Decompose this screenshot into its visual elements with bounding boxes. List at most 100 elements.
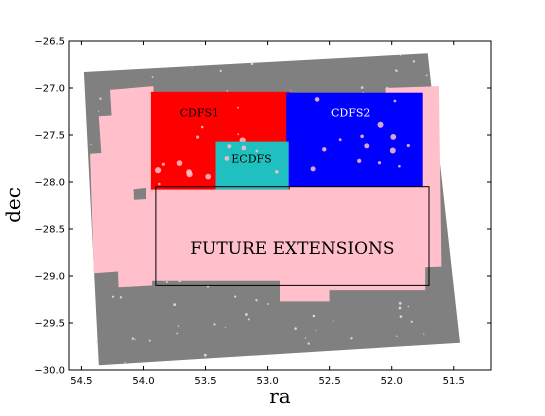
footprint-hole — [119, 296, 123, 299]
footprint-hole — [315, 330, 317, 331]
footprint-hole — [290, 89, 292, 91]
region-hole — [377, 161, 382, 165]
x-tick-label: 54.5 — [70, 376, 92, 387]
footprint-hole — [131, 337, 135, 340]
footprint-hole — [423, 333, 425, 335]
region-hole — [155, 167, 162, 174]
y-axis-label: dec — [1, 187, 25, 223]
extension-tile — [114, 198, 153, 288]
footprint-hole — [304, 337, 307, 339]
footprint-hole — [294, 327, 297, 330]
y-tick-label: −28.5 — [34, 225, 65, 236]
footprint-hole — [165, 281, 168, 283]
footprint-hole — [226, 90, 229, 92]
footprint-hole — [151, 76, 154, 78]
y-tick-label: −26.5 — [34, 37, 65, 48]
footprint-hole — [124, 362, 126, 364]
y-tick-label: −29.5 — [34, 319, 65, 330]
footprint-hole — [234, 295, 237, 298]
x-tick-label: 54.0 — [132, 376, 154, 387]
footprint-hole — [410, 320, 413, 323]
y-tick-label: −27.0 — [34, 84, 65, 95]
footprint-hole — [360, 86, 364, 89]
region-hole — [322, 147, 327, 152]
region-hole — [360, 134, 364, 139]
footprint-hole — [98, 110, 100, 112]
footprint-hole — [173, 303, 177, 306]
region-hole — [393, 99, 397, 103]
footprint-hole — [398, 306, 402, 310]
x-tick-label: 52.0 — [381, 376, 403, 387]
region-hole — [240, 160, 244, 163]
region-hole — [255, 149, 259, 153]
region-hole — [161, 162, 165, 166]
region-hole — [200, 125, 204, 129]
footprint-hole — [407, 305, 410, 308]
data-layer — [83, 53, 461, 366]
footprint-hole — [176, 332, 179, 335]
region-label-cdfs1: CDFS1 — [180, 106, 219, 119]
footprint-hole — [396, 335, 398, 337]
y-tick-label: −28.0 — [34, 178, 65, 189]
footprint-hole — [245, 313, 248, 316]
footprint-hole — [350, 337, 353, 340]
region-hole — [364, 143, 370, 149]
footprint-hole — [134, 338, 136, 341]
y-tick-label: −27.5 — [34, 131, 65, 142]
region-hole — [176, 160, 183, 166]
footprint-hole — [332, 320, 334, 322]
x-tick-label: 51.5 — [443, 376, 465, 387]
region-hole — [314, 97, 320, 102]
footprint-hole — [177, 325, 180, 327]
footprint-hole — [90, 144, 92, 146]
region-hole — [158, 182, 161, 186]
region-hole — [406, 143, 410, 148]
footprint-hole — [96, 341, 98, 343]
footprint-hole — [250, 62, 254, 65]
region-hole — [389, 147, 396, 154]
region-hole — [398, 164, 401, 168]
y-tick-label: −29.0 — [34, 272, 65, 283]
x-tick-label: 53.5 — [194, 376, 216, 387]
region-hole — [275, 170, 279, 174]
footprint-hole — [224, 326, 226, 328]
future-extensions-box — [155, 186, 430, 286]
footprint-hole — [219, 69, 222, 72]
footprint-hole — [247, 318, 250, 321]
footprint-hole — [191, 66, 193, 68]
x-tick-label: 53.0 — [256, 376, 278, 387]
region-hole — [186, 171, 193, 178]
region-hole — [390, 134, 397, 140]
region-hole — [227, 144, 232, 149]
footprint-hole — [399, 54, 402, 56]
region-hole — [310, 166, 316, 172]
footprint-hole — [203, 353, 207, 357]
extension-tile — [146, 186, 290, 281]
region-hole — [237, 133, 240, 136]
region-hole — [196, 135, 200, 139]
footprint-hole — [99, 97, 102, 100]
footprint-hole — [394, 69, 398, 72]
region-label-cdfs2: CDFS2 — [331, 106, 370, 119]
footprint-hole — [398, 301, 402, 305]
footprint-hole — [111, 295, 115, 298]
region-hole — [241, 145, 247, 151]
y-tick-label: −30.0 — [34, 366, 65, 377]
x-tick-label: 52.5 — [318, 376, 340, 387]
footprint-hole — [213, 323, 216, 326]
footprint-hole — [412, 60, 416, 63]
extension-tile — [280, 200, 330, 302]
region-ecdfs — [215, 141, 289, 190]
future-extensions-label: FUTURE EXTENSIONS — [190, 239, 394, 259]
footprint-hole — [255, 299, 258, 302]
region-hole — [377, 121, 384, 128]
footprint-hole — [425, 74, 428, 77]
tick-layer: 54.5 54.0 53.5 53.0 52.5 52.0 51.5 −26.5 −27.0 −2… — [34, 37, 491, 387]
region-cdfs2 — [286, 92, 423, 187]
region-hole — [357, 158, 362, 163]
region-label-ecdfs: ECDFS — [231, 152, 271, 165]
region-hole — [338, 138, 342, 142]
footprint-hole — [148, 339, 151, 342]
annotation-layer: CDFS1 CDFS2 ECDFS FUTURE EXTENSIONS — [180, 106, 395, 259]
